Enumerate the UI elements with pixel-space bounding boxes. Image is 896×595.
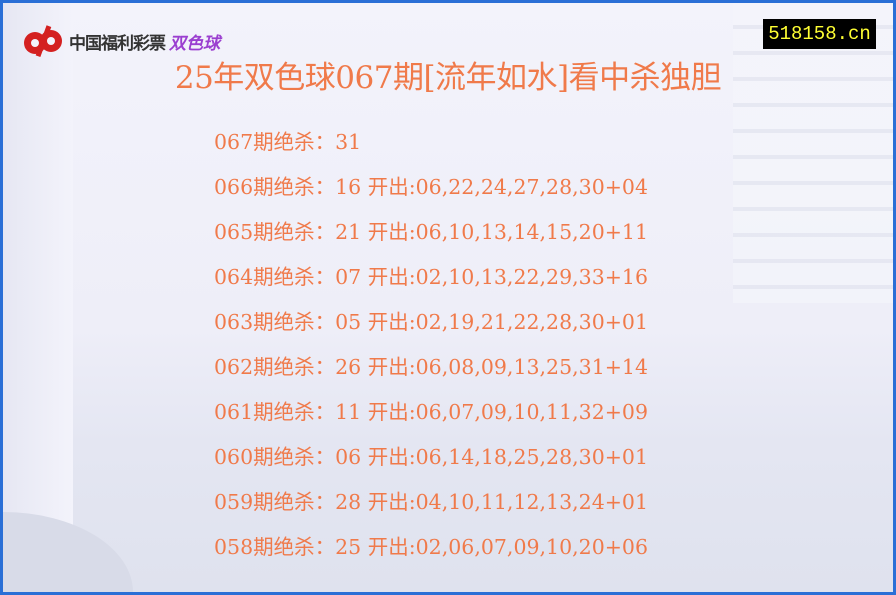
list-item: 059期绝杀：28 开出:04,10,11,12,13,24+01 xyxy=(214,490,648,514)
background-plate xyxy=(3,512,133,592)
list-item: 063期绝杀：05 开出:02,19,21,22,28,30+01 xyxy=(214,310,648,334)
logo-text: 中国福利彩票 xyxy=(69,33,166,54)
list-item: 065期绝杀：21 开出:06,10,13,14,15,20+11 xyxy=(214,220,648,244)
welfare-lottery-logo-icon xyxy=(24,25,62,58)
page-title: 25年双色球067期[流年如水]看中杀独胆 xyxy=(174,60,722,96)
list-item: 067期绝杀：31 xyxy=(214,130,362,154)
list-item: 061期绝杀：11 开出:06,07,09,10,11,32+09 xyxy=(214,400,648,424)
list-item: 060期绝杀：06 开出:06,14,18,25,28,30+01 xyxy=(214,445,648,469)
list-item: 066期绝杀：16 开出:06,22,24,27,28,30+04 xyxy=(214,175,648,199)
background-window-blinds xyxy=(733,3,893,303)
lottery-logo: 中国福利彩票 双色球 xyxy=(21,23,220,59)
list-item: 064期绝杀：07 开出:02,10,13,22,29,33+16 xyxy=(214,265,648,289)
site-badge[interactable]: 518158.cn xyxy=(763,19,876,49)
list-item: 062期绝杀：26 开出:06,08,09,13,25,31+14 xyxy=(214,355,648,379)
logo-accent-text: 双色球 xyxy=(169,33,220,54)
background-shade xyxy=(3,3,73,592)
list-item: 058期绝杀：25 开出:02,06,07,09,10,20+06 xyxy=(214,535,648,559)
prediction-list: 067期绝杀：31 066期绝杀：16 开出:06,22,24,27,28,30… xyxy=(214,127,648,577)
